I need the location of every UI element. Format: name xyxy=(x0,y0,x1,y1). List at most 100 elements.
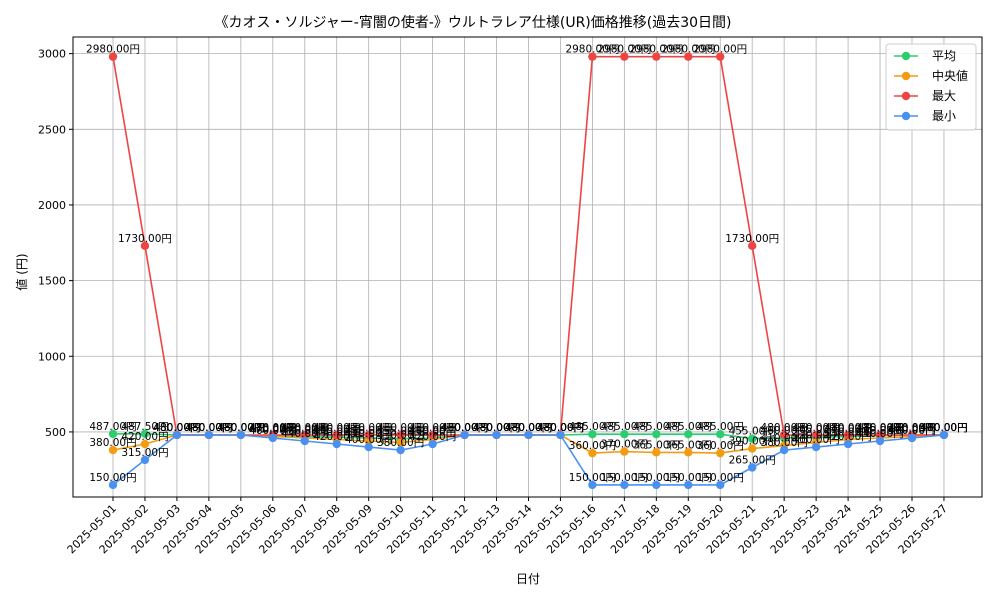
data-label: 480.00円 xyxy=(185,422,232,434)
data-point xyxy=(779,430,789,440)
data-label: 485.00円 xyxy=(569,421,616,433)
data-label: 487.50円 xyxy=(121,421,168,433)
data-label: 480.00円 xyxy=(153,422,200,434)
data-label: 480.00円 xyxy=(345,422,392,434)
data-point xyxy=(364,436,373,446)
legend-box xyxy=(885,43,977,131)
data-label: 2980.00円 xyxy=(565,44,619,56)
data-label: 480.00円 xyxy=(377,422,424,434)
data-label: 315.00円 xyxy=(121,447,168,459)
y-tick-label: 500 xyxy=(45,426,66,439)
data-label: 480.00円 xyxy=(441,422,488,434)
data-point xyxy=(588,448,597,458)
data-label: 370.00円 xyxy=(601,439,648,451)
data-point xyxy=(396,445,405,455)
data-point xyxy=(684,430,693,439)
data-point xyxy=(716,52,725,61)
data-point xyxy=(396,438,405,447)
data-label: 480.00円 xyxy=(537,422,584,434)
data-point xyxy=(140,439,150,449)
data-label: 480.00円 xyxy=(441,422,488,434)
data-point xyxy=(748,444,757,453)
data-label: 480.00円 xyxy=(153,422,200,434)
data-label: 480.00円 xyxy=(505,422,552,434)
data-label: 150.00円 xyxy=(601,472,648,484)
data-point xyxy=(684,480,693,490)
data-point xyxy=(652,480,661,490)
data-point xyxy=(716,448,725,458)
data-label: 480.00円 xyxy=(153,422,200,434)
data-label: 460.00円 xyxy=(345,425,392,437)
data-label: 365.00円 xyxy=(633,439,680,451)
data-label: 470.00円 xyxy=(249,423,296,435)
legend-label: 最大 xyxy=(932,89,956,103)
data-label: 480.00円 xyxy=(217,422,264,434)
data-label: 480.00円 xyxy=(505,422,552,434)
data-label: 480.00円 xyxy=(920,422,967,434)
data-label: 400.00円 xyxy=(792,434,839,446)
data-point xyxy=(652,430,661,439)
data-label: 480.00円 xyxy=(281,422,328,434)
data-point xyxy=(875,430,885,440)
data-point xyxy=(140,455,150,465)
data-label: 485.00円 xyxy=(665,421,712,433)
data-label: 470.00円 xyxy=(281,423,328,435)
data-label: 475.00円 xyxy=(249,423,296,435)
data-point xyxy=(811,442,821,452)
data-point xyxy=(428,439,437,449)
data-label: 480.00円 xyxy=(473,422,520,434)
data-label: 480.00円 xyxy=(920,422,967,434)
data-label: 460.00円 xyxy=(888,425,935,437)
data-label: 430.00円 xyxy=(377,430,424,442)
data-label: 460.00円 xyxy=(249,425,296,437)
data-label: 440.00円 xyxy=(856,428,903,440)
data-point xyxy=(748,434,757,443)
data-label: 2980.00円 xyxy=(597,44,651,56)
data-label: 480.00円 xyxy=(441,422,488,434)
data-label: 440.00円 xyxy=(345,428,392,440)
data-label: 360.00円 xyxy=(569,440,616,452)
data-label: 455.00円 xyxy=(377,426,424,438)
data-label: 1730.00円 xyxy=(725,233,779,245)
plot-frame xyxy=(72,36,983,498)
data-point xyxy=(684,52,693,61)
data-label: 480.00円 xyxy=(313,422,360,434)
data-point xyxy=(140,241,150,251)
data-point xyxy=(620,447,629,456)
data-label: 480.00円 xyxy=(153,422,200,434)
data-label: 480.00円 xyxy=(409,422,456,434)
data-point xyxy=(748,241,757,251)
data-label: 1730.00円 xyxy=(118,233,172,245)
y-axis-label: 値 (円) xyxy=(14,253,29,290)
data-label: 450.00円 xyxy=(409,427,456,439)
data-label: 150.00円 xyxy=(89,472,136,484)
data-label: 430.00円 xyxy=(792,430,839,442)
data-point xyxy=(108,52,118,61)
data-point xyxy=(236,430,246,440)
data-label: 450.00円 xyxy=(313,427,360,439)
data-label: 390.00円 xyxy=(729,436,776,448)
data-point xyxy=(108,445,118,455)
data-label: 480.00円 xyxy=(920,422,967,434)
data-label: 150.00円 xyxy=(665,472,712,484)
data-label: 470.00円 xyxy=(824,423,871,435)
data-point xyxy=(652,52,661,61)
data-label: 480.00円 xyxy=(505,422,552,434)
data-label: 450.00円 xyxy=(824,427,871,439)
data-label: 2980.00円 xyxy=(693,44,747,56)
data-label: 480.00円 xyxy=(761,422,808,434)
data-label: 480.00円 xyxy=(888,422,935,434)
data-label: 480.00円 xyxy=(217,422,264,434)
legend-marker xyxy=(901,51,911,61)
data-point xyxy=(620,480,629,490)
data-point xyxy=(108,480,118,490)
data-label: 480.00円 xyxy=(473,422,520,434)
data-point xyxy=(300,436,309,446)
data-label: 460.00円 xyxy=(856,425,903,437)
y-tick-label: 1000 xyxy=(38,350,66,363)
data-label: 420.00円 xyxy=(121,431,168,443)
data-label: 480.00円 xyxy=(505,422,552,434)
chart-title: 《カオス・ソルジャー-宵闇の使者-》ウルトラレア仕様(UR)価格推移(過去30日… xyxy=(214,14,731,31)
data-point xyxy=(428,430,437,440)
data-point xyxy=(620,52,629,61)
